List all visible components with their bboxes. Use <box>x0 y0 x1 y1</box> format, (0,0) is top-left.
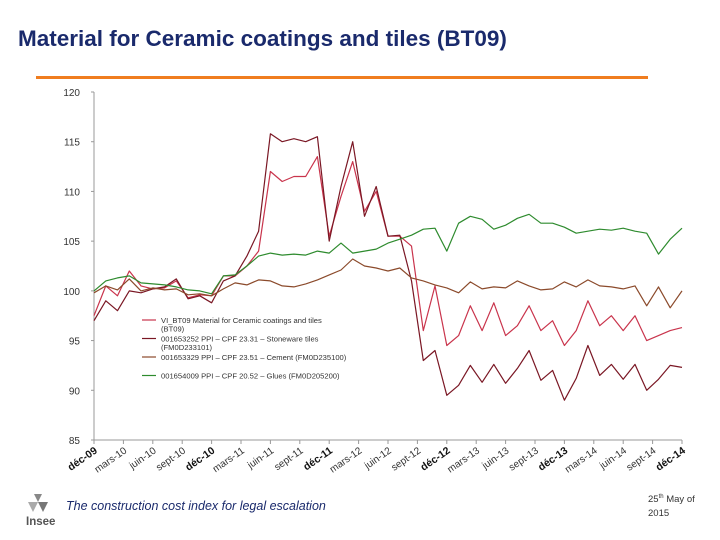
legend-label-3: 001653329 PPI – CPF 23.51 – Cement (FM0D… <box>161 353 347 362</box>
series-line-3 <box>93 258 683 309</box>
x-tick-label: mars-10 <box>93 445 130 475</box>
series-line-2 <box>93 133 683 401</box>
x-tick-label: juin-13 <box>480 445 512 472</box>
legend-label-2: 001653252 PPI – CPF 23.31 – Stoneware ti… <box>161 335 319 353</box>
legend-label-1: VI_BT09 Material for Ceramic coatings an… <box>161 316 322 334</box>
y-tick-label: 85 <box>69 436 81 447</box>
x-tick-label: sept-11 <box>272 445 305 473</box>
series-line-4 <box>93 213 683 295</box>
y-tick-label: 105 <box>63 237 80 248</box>
x-tick-label: juin-14 <box>597 445 629 472</box>
date-suffix: th <box>658 494 664 500</box>
x-tick-label: sept-14 <box>625 445 659 473</box>
chart-legend: VI_BT09 Material for Ceramic coatings an… <box>142 316 347 381</box>
y-tick-label: 110 <box>64 187 80 198</box>
slide-title: Material for Ceramic coatings and tiles … <box>18 26 507 51</box>
date-rest: May of <box>663 494 695 506</box>
x-tick-label: sept-10 <box>154 445 188 473</box>
line-chart: 859095100105110115120déc-09mars-10juin-1… <box>63 88 688 476</box>
legend-label-4: 001654009 PPI – CPF 20.52 – Glues (FM0D2… <box>161 372 340 381</box>
date-day: 25 <box>648 494 659 506</box>
x-tick-label: déc-14 <box>654 445 688 474</box>
y-tick-label: 120 <box>63 88 80 99</box>
date-year: 2015 <box>648 508 670 520</box>
title-rule <box>36 76 648 79</box>
chart-series <box>93 133 683 401</box>
x-tick-label: juin-12 <box>362 445 394 472</box>
insee-logo-icon <box>28 494 48 512</box>
x-tick-label: mars-13 <box>446 445 483 475</box>
chart-axes: 859095100105110115120déc-09mars-10juin-1… <box>63 88 688 476</box>
x-tick-label: sept-12 <box>389 445 423 473</box>
x-tick-label: sept-13 <box>507 445 541 473</box>
x-tick-label: mars-11 <box>211 445 247 475</box>
footer-date: 25th May of 2015 <box>648 490 695 521</box>
y-tick-label: 115 <box>64 138 80 149</box>
footer-text: The construction cost index for legal es… <box>66 499 326 513</box>
x-tick-label: mars-12 <box>328 445 365 475</box>
x-tick-label: juin-11 <box>245 445 276 472</box>
y-tick-label: 100 <box>63 287 80 298</box>
insee-logo-text: Insee <box>26 516 56 528</box>
x-tick-label: juin-10 <box>127 445 159 472</box>
x-tick-label: mars-14 <box>563 445 600 475</box>
y-tick-label: 90 <box>69 386 81 397</box>
y-tick-label: 95 <box>69 337 81 348</box>
